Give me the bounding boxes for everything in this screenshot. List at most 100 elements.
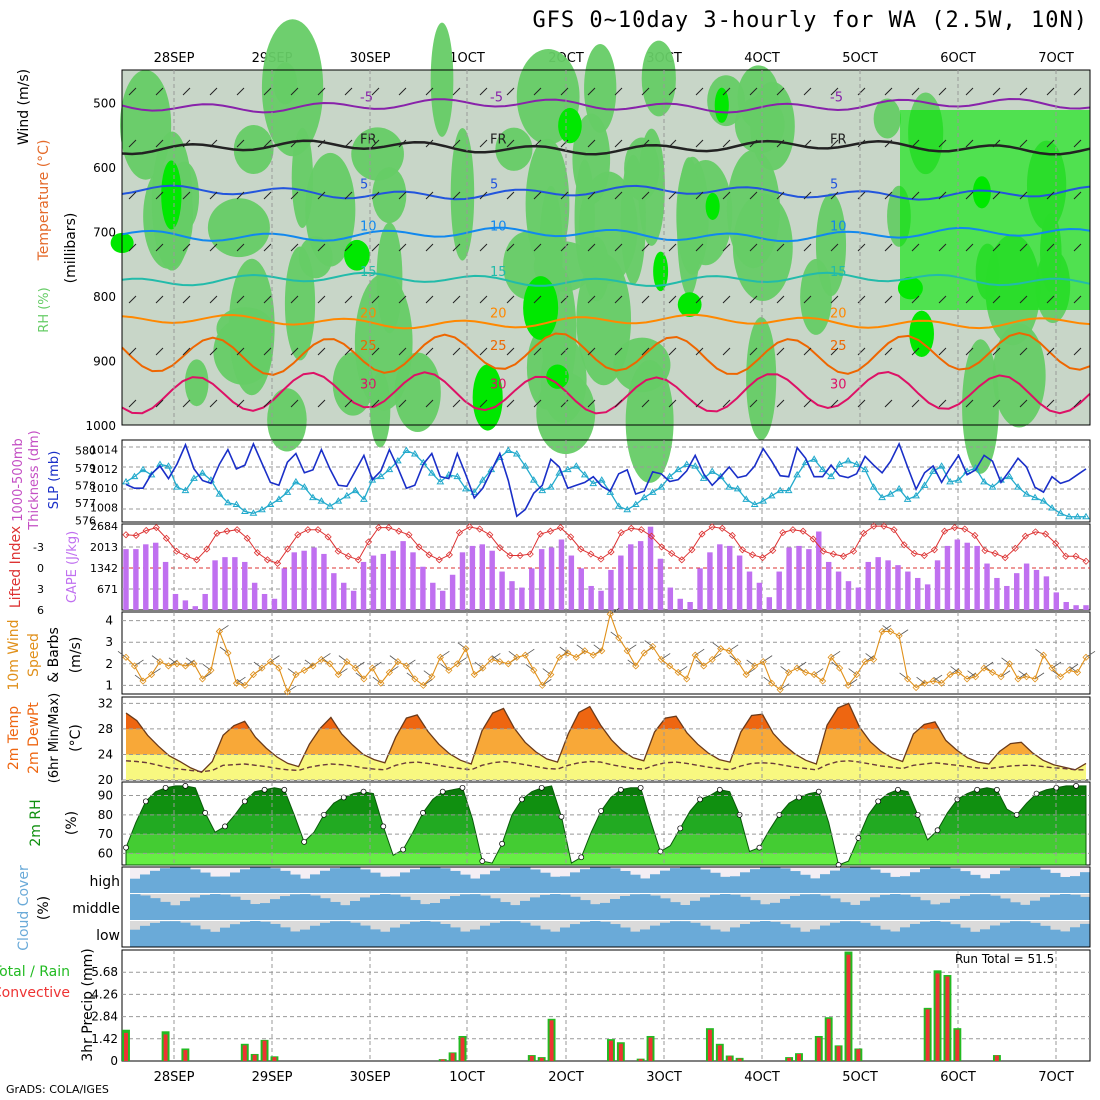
wind-barb xyxy=(479,347,488,356)
thickness-point xyxy=(903,495,912,502)
rh-blob xyxy=(815,193,847,297)
cape-bar xyxy=(1053,592,1060,610)
cloud-cover-bar xyxy=(740,924,751,947)
wind-speed-point xyxy=(411,675,419,683)
wind-barb xyxy=(830,139,839,148)
wind-barb xyxy=(1073,399,1082,408)
cloud-cover-bar xyxy=(1020,904,1031,920)
rh-point xyxy=(222,823,228,830)
isotherm-label: 20 xyxy=(360,307,377,322)
cloud-cover-bar xyxy=(650,895,661,920)
wind-barb-10m xyxy=(355,661,365,669)
thickness-tick: 576 xyxy=(75,514,96,527)
wind-axis-label-4: (m/s) xyxy=(68,637,84,674)
thickness-point xyxy=(181,486,190,494)
rh-blob xyxy=(228,258,275,396)
cloud-cover-bar xyxy=(1030,922,1041,947)
precip-convective-bar xyxy=(797,1053,801,1061)
wind-speed-point xyxy=(547,671,555,679)
cloud-cover-bar xyxy=(760,904,771,920)
cloud-cover-bar xyxy=(950,868,961,893)
cloud-cover-bar xyxy=(870,925,881,947)
wind-speed-point xyxy=(861,658,869,666)
isotherm-label: 10 xyxy=(360,220,377,235)
thickness-point xyxy=(529,476,538,483)
date-label-bottom: 6OCT xyxy=(940,1070,976,1085)
wind-barb xyxy=(614,347,623,356)
cape-bar xyxy=(390,550,396,610)
wind-barb xyxy=(803,139,812,148)
cloud-cover-bar xyxy=(690,900,701,920)
cape-bar xyxy=(143,544,149,610)
lifted-index-point xyxy=(860,529,868,537)
wind-barb xyxy=(722,295,731,304)
cloud-cover-bar xyxy=(950,898,961,920)
cloud-cover-bar xyxy=(330,868,341,893)
thickness-point xyxy=(1039,497,1048,504)
thickness-point xyxy=(674,465,683,473)
cape-bar xyxy=(697,568,703,610)
wind-barb xyxy=(344,295,353,304)
lifted-index-point xyxy=(304,526,312,534)
cloud-cover-bar xyxy=(220,876,231,893)
cloud-cover-bar xyxy=(890,931,901,947)
cape-bar xyxy=(1043,576,1050,610)
isotherm-label: 20 xyxy=(830,307,847,322)
lifted-index-point xyxy=(172,547,181,555)
cloud-cover-bar xyxy=(280,927,291,947)
wind-barb xyxy=(587,243,596,252)
lifted-index-point xyxy=(314,526,322,534)
wind-barb xyxy=(290,87,299,96)
wind-speed-point xyxy=(351,664,359,672)
cape-bar xyxy=(420,566,426,610)
cloud-cover-bar xyxy=(510,867,521,893)
rh-point xyxy=(796,794,802,801)
lifted-index-point xyxy=(455,529,464,537)
wind-speed-point xyxy=(266,658,274,666)
lifted-index-point xyxy=(435,556,443,564)
cloud-cover-bar xyxy=(300,894,311,920)
lifted-index-point xyxy=(1031,528,1040,536)
precip-convective-bar xyxy=(955,1029,960,1061)
wind-speed-point xyxy=(139,677,147,685)
rh-blob-high xyxy=(714,87,729,123)
wind-barb xyxy=(263,139,272,148)
wind-barb xyxy=(317,191,326,200)
rh-point xyxy=(261,786,268,793)
cloud-cover-bar xyxy=(350,922,361,947)
cape-bar xyxy=(905,571,911,610)
wind-barb-10m xyxy=(830,650,841,658)
cloud-cover-bar xyxy=(240,899,251,920)
precip-convective-bar xyxy=(242,1045,247,1061)
wind-barb xyxy=(695,191,704,200)
cape-bar xyxy=(667,587,674,610)
lifted-index-point xyxy=(819,547,827,555)
cloud-cover-bar xyxy=(860,900,871,920)
wind-tick: 4 xyxy=(105,614,113,628)
wind-speed-point xyxy=(479,664,487,672)
wind-speed-point xyxy=(258,664,266,672)
cloud-cover-bar xyxy=(200,929,211,947)
wind-speed-point xyxy=(810,671,818,679)
wind-speed-point xyxy=(708,655,716,664)
thickness-point xyxy=(844,456,853,464)
cloud-cover-bar xyxy=(930,867,941,893)
wind-barb xyxy=(128,87,137,96)
cloud-cover-bar xyxy=(830,922,841,947)
cloud-cover-bar xyxy=(1020,921,1031,947)
wind-speed-point xyxy=(963,675,971,683)
wind-barb xyxy=(965,295,974,304)
wind-speed-point xyxy=(1039,651,1048,659)
thickness-point xyxy=(784,486,793,494)
thickness-point xyxy=(130,472,139,480)
thickness-point xyxy=(521,462,530,469)
cloud-cover-bar xyxy=(210,876,221,893)
thickness-tick: 578 xyxy=(75,479,96,492)
rh-blob-high xyxy=(523,276,559,340)
thickness-point xyxy=(164,462,173,469)
date-label-bottom: 3OCT xyxy=(646,1070,682,1085)
wind-barb xyxy=(317,399,326,408)
precip-convective-bar xyxy=(608,1040,613,1061)
precip-convective-bar xyxy=(549,1020,554,1061)
precip-convective-bar xyxy=(163,1034,168,1061)
